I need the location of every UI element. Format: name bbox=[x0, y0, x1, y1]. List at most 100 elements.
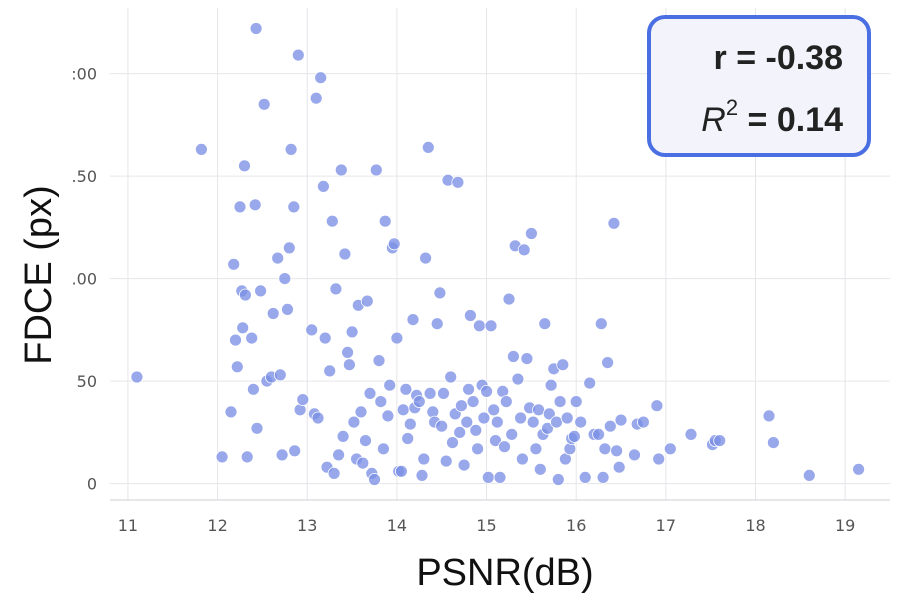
data-point bbox=[376, 442, 390, 456]
data-point bbox=[514, 411, 527, 425]
data-point bbox=[466, 395, 480, 409]
data-point bbox=[238, 288, 252, 302]
data-point bbox=[281, 302, 294, 316]
data-point bbox=[347, 415, 361, 429]
data-point bbox=[439, 454, 453, 468]
data-point bbox=[248, 198, 262, 212]
data-point bbox=[342, 358, 356, 372]
data-point bbox=[551, 473, 565, 486]
data-point bbox=[327, 466, 341, 480]
data-point bbox=[387, 237, 401, 251]
data-point bbox=[852, 462, 865, 476]
data-point bbox=[484, 319, 498, 333]
data-point bbox=[401, 432, 415, 445]
data-point bbox=[245, 331, 259, 345]
data-point bbox=[460, 415, 474, 429]
data-point bbox=[288, 444, 302, 458]
data-point bbox=[230, 360, 244, 374]
data-point bbox=[284, 142, 298, 156]
x-tick-label: 12 bbox=[207, 516, 227, 535]
data-point bbox=[553, 395, 567, 409]
data-point bbox=[249, 22, 263, 35]
data-point bbox=[507, 350, 520, 363]
data-point bbox=[240, 450, 254, 464]
data-point bbox=[229, 333, 242, 347]
data-point bbox=[437, 386, 450, 400]
data-point bbox=[336, 429, 350, 443]
data-point bbox=[378, 214, 392, 228]
data-point bbox=[471, 442, 485, 456]
data-point bbox=[650, 399, 664, 413]
data-point bbox=[266, 307, 280, 320]
data-point bbox=[403, 417, 417, 431]
data-point bbox=[372, 354, 386, 368]
data-point bbox=[607, 216, 621, 230]
data-point bbox=[396, 403, 410, 417]
data-point bbox=[215, 450, 229, 464]
y-tick-label: .50 bbox=[72, 167, 97, 186]
data-point bbox=[291, 48, 305, 62]
data-point bbox=[603, 419, 617, 433]
data-point bbox=[236, 321, 250, 335]
data-point bbox=[381, 409, 395, 423]
data-point bbox=[250, 421, 264, 435]
x-tick-label: 13 bbox=[297, 516, 317, 535]
data-point bbox=[257, 97, 271, 111]
data-point bbox=[560, 411, 574, 425]
data-point bbox=[598, 442, 612, 456]
data-point bbox=[574, 415, 588, 429]
data-point bbox=[499, 395, 513, 409]
y-tick-labels: 0 50 .00 .50:00 bbox=[71, 65, 97, 494]
data-point bbox=[520, 352, 534, 366]
data-point bbox=[390, 331, 404, 345]
data-point bbox=[542, 407, 556, 421]
data-point bbox=[457, 458, 471, 472]
data-point bbox=[278, 272, 292, 286]
data-point bbox=[271, 251, 285, 265]
data-point bbox=[430, 317, 444, 331]
data-point bbox=[332, 448, 346, 462]
data-point bbox=[433, 286, 447, 300]
data-point bbox=[538, 317, 552, 331]
data-point bbox=[354, 405, 368, 419]
data-point bbox=[802, 468, 816, 482]
data-point bbox=[325, 214, 339, 228]
data-point bbox=[477, 411, 491, 425]
data-point bbox=[614, 413, 628, 427]
data-point bbox=[489, 434, 502, 448]
data-point bbox=[481, 470, 495, 484]
data-point bbox=[233, 200, 247, 214]
data-point bbox=[394, 464, 408, 478]
data-point bbox=[238, 159, 251, 173]
data-point bbox=[610, 444, 623, 458]
r-squared-text: R2 = 0.14 bbox=[701, 95, 843, 140]
data-point bbox=[369, 163, 383, 177]
data-point bbox=[594, 317, 608, 331]
data-point bbox=[419, 251, 433, 265]
r-value-text: r = -0.38 bbox=[713, 39, 843, 77]
data-point bbox=[316, 179, 330, 193]
data-point bbox=[323, 364, 337, 378]
data-point bbox=[532, 403, 545, 417]
y-tick-label: 50 bbox=[77, 372, 97, 391]
data-point bbox=[533, 462, 547, 476]
data-point bbox=[578, 470, 592, 484]
y-tick-label: 0 bbox=[87, 475, 97, 494]
data-point bbox=[338, 247, 352, 261]
data-point bbox=[480, 384, 494, 398]
data-point bbox=[406, 313, 420, 327]
data-point bbox=[311, 411, 325, 425]
data-point bbox=[273, 368, 287, 382]
data-point bbox=[556, 358, 570, 372]
data-point bbox=[421, 140, 435, 154]
data-point bbox=[493, 470, 507, 484]
correlation-annotation: r = -0.38 R2 = 0.14 bbox=[647, 15, 871, 157]
data-point bbox=[767, 436, 780, 450]
data-point bbox=[451, 175, 465, 189]
x-axis-title: PSNR(dB) bbox=[416, 552, 593, 594]
data-point bbox=[453, 425, 467, 439]
data-point bbox=[318, 331, 332, 345]
data-point bbox=[356, 456, 370, 470]
x-tick-labels: 11 12 13 14 15 16 17 18 19 bbox=[118, 516, 856, 535]
